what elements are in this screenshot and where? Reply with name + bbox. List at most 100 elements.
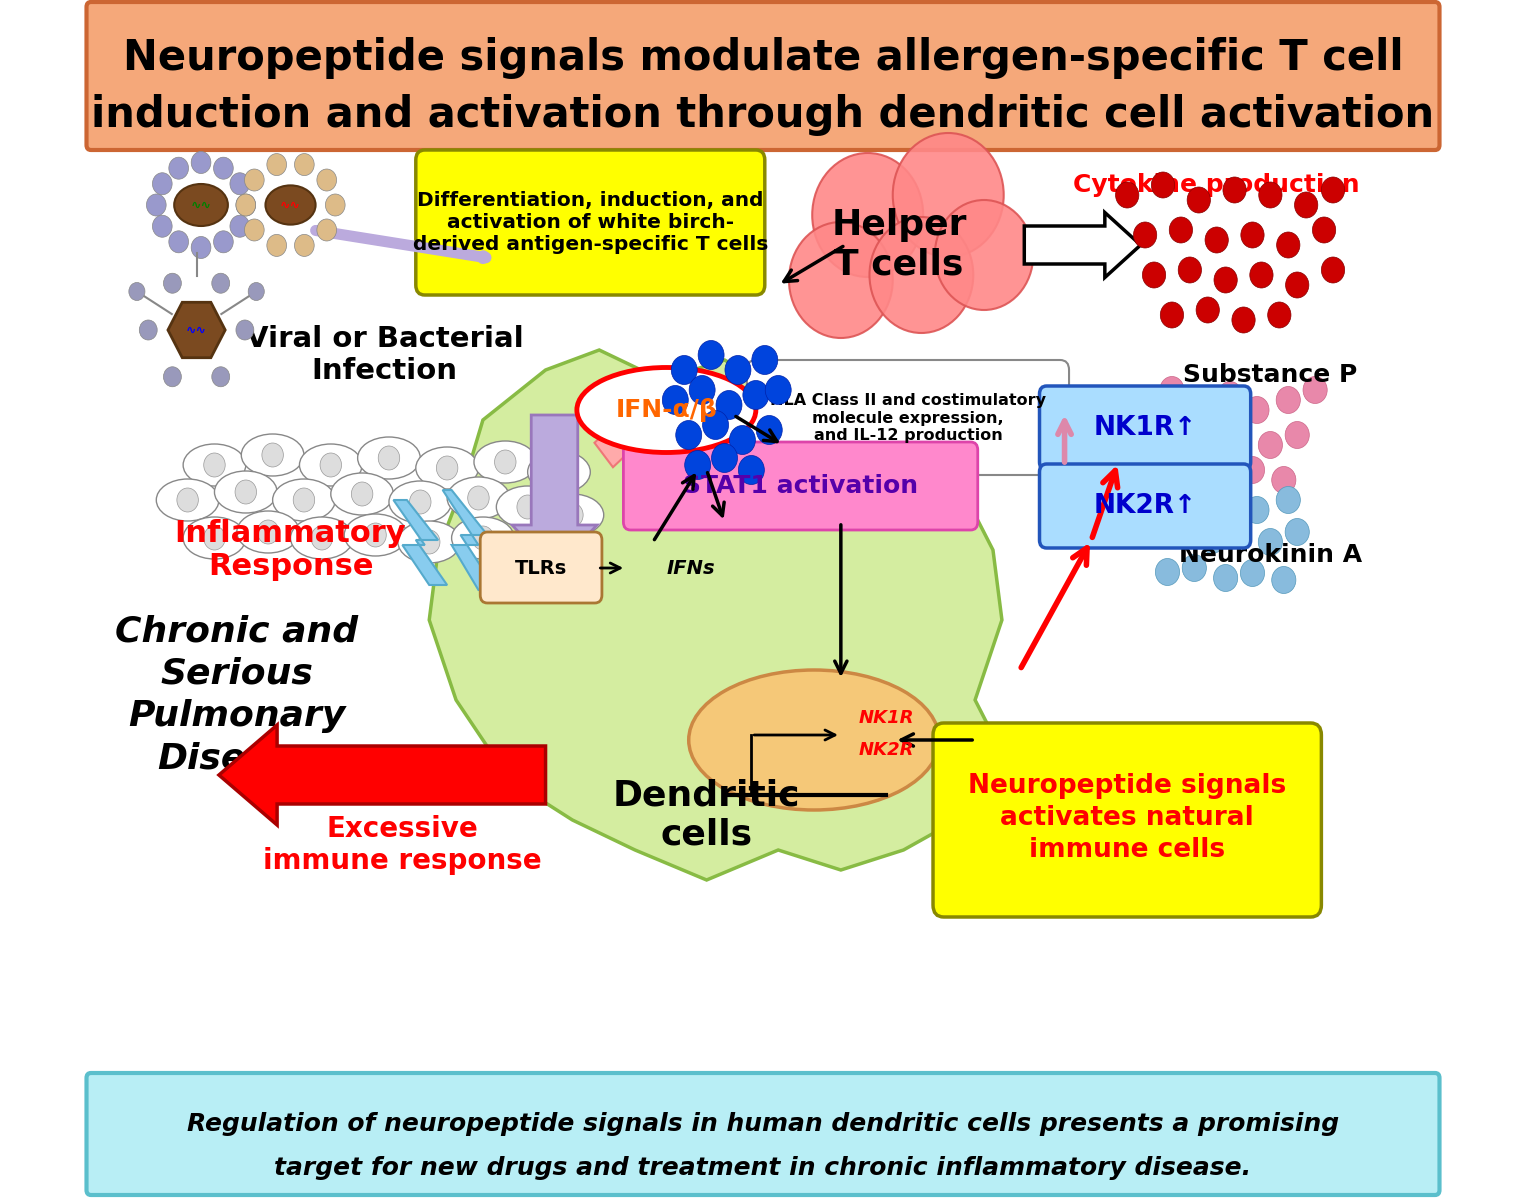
Circle shape [237, 194, 256, 216]
Circle shape [293, 488, 314, 512]
FancyBboxPatch shape [624, 442, 978, 530]
Circle shape [1259, 432, 1282, 458]
Circle shape [153, 173, 172, 194]
Text: TLRs: TLRs [514, 558, 568, 577]
Circle shape [690, 376, 716, 404]
Circle shape [1271, 467, 1296, 493]
Text: target for new drugs and treatment in chronic inflammatory disease.: target for new drugs and treatment in ch… [275, 1156, 1251, 1180]
FancyBboxPatch shape [932, 722, 1322, 917]
Circle shape [870, 217, 974, 332]
Circle shape [267, 234, 287, 257]
Circle shape [812, 152, 923, 277]
Circle shape [418, 530, 439, 554]
Circle shape [1259, 182, 1282, 208]
Circle shape [214, 157, 233, 179]
Circle shape [295, 154, 314, 175]
Circle shape [204, 526, 226, 550]
Circle shape [725, 355, 751, 384]
Circle shape [562, 503, 583, 527]
Circle shape [1312, 217, 1335, 242]
Circle shape [365, 523, 386, 547]
Ellipse shape [331, 473, 394, 515]
Circle shape [697, 341, 723, 370]
Circle shape [1218, 485, 1242, 511]
Circle shape [1199, 426, 1224, 454]
Circle shape [267, 154, 287, 175]
Circle shape [177, 488, 198, 512]
Circle shape [1294, 192, 1318, 218]
Circle shape [1173, 516, 1198, 544]
Circle shape [1132, 386, 1157, 414]
Circle shape [1241, 456, 1265, 484]
Circle shape [765, 376, 790, 404]
Text: Differentiation, induction, and
activation of white birch-
derived antigen-speci: Differentiation, induction, and activati… [412, 191, 768, 253]
Ellipse shape [688, 670, 940, 810]
Circle shape [1192, 391, 1215, 419]
Circle shape [230, 215, 250, 238]
Text: Cytokine production: Cytokine production [1073, 173, 1360, 197]
Polygon shape [168, 302, 226, 358]
Text: NK2R↑: NK2R↑ [1094, 493, 1196, 518]
Circle shape [1303, 377, 1328, 403]
Circle shape [212, 367, 230, 386]
Ellipse shape [496, 486, 559, 528]
Text: Neuropeptide signals
activates natural
immune cells: Neuropeptide signals activates natural i… [967, 773, 1286, 863]
Circle shape [1192, 492, 1215, 518]
Circle shape [729, 426, 755, 455]
Circle shape [1276, 486, 1300, 514]
Circle shape [1277, 232, 1300, 258]
Circle shape [1155, 456, 1180, 484]
Circle shape [1215, 268, 1238, 293]
Circle shape [163, 367, 182, 386]
Circle shape [409, 490, 430, 514]
Circle shape [1322, 257, 1344, 283]
Ellipse shape [447, 476, 510, 518]
Circle shape [1183, 451, 1207, 479]
Circle shape [1218, 382, 1242, 408]
Ellipse shape [452, 517, 514, 559]
Circle shape [1213, 462, 1238, 488]
Circle shape [295, 234, 314, 257]
Ellipse shape [290, 517, 353, 559]
Circle shape [1206, 227, 1228, 253]
Circle shape [1116, 182, 1138, 208]
Circle shape [1151, 172, 1175, 198]
Circle shape [662, 385, 688, 414]
Ellipse shape [266, 185, 316, 224]
FancyArrow shape [1024, 212, 1140, 277]
Text: Chronic and
Serious
Pulmonary
Disease: Chronic and Serious Pulmonary Disease [116, 614, 359, 775]
Circle shape [1250, 262, 1273, 288]
Circle shape [1134, 222, 1157, 248]
Circle shape [163, 274, 182, 293]
Circle shape [752, 346, 778, 374]
Circle shape [317, 169, 337, 191]
Circle shape [1187, 187, 1210, 214]
Ellipse shape [237, 511, 299, 553]
Circle shape [204, 452, 226, 476]
Circle shape [1322, 176, 1344, 203]
Ellipse shape [241, 434, 304, 476]
Polygon shape [429, 350, 1010, 880]
Circle shape [325, 194, 345, 216]
Circle shape [467, 486, 490, 510]
Text: STAT1 activation: STAT1 activation [684, 474, 919, 498]
Text: HLA Class II and costimulatory
molecule expression,
and IL-12 production: HLA Class II and costimulatory molecule … [771, 394, 1045, 443]
FancyArrow shape [513, 415, 597, 570]
Text: Viral or Bacterial
Infection: Viral or Bacterial Infection [246, 325, 523, 385]
Circle shape [1259, 528, 1282, 556]
FancyBboxPatch shape [87, 1073, 1439, 1195]
Circle shape [237, 320, 253, 340]
FancyBboxPatch shape [1039, 386, 1251, 470]
Circle shape [1199, 527, 1224, 553]
FancyArrow shape [218, 725, 546, 826]
Ellipse shape [345, 514, 407, 556]
Circle shape [169, 157, 189, 179]
Circle shape [757, 415, 783, 444]
Circle shape [1132, 486, 1157, 514]
Circle shape [191, 151, 211, 174]
Text: Neurokinin A: Neurokinin A [1178, 542, 1361, 566]
Circle shape [1285, 272, 1309, 298]
Circle shape [244, 218, 264, 241]
Circle shape [1227, 522, 1251, 548]
Circle shape [1245, 396, 1270, 424]
